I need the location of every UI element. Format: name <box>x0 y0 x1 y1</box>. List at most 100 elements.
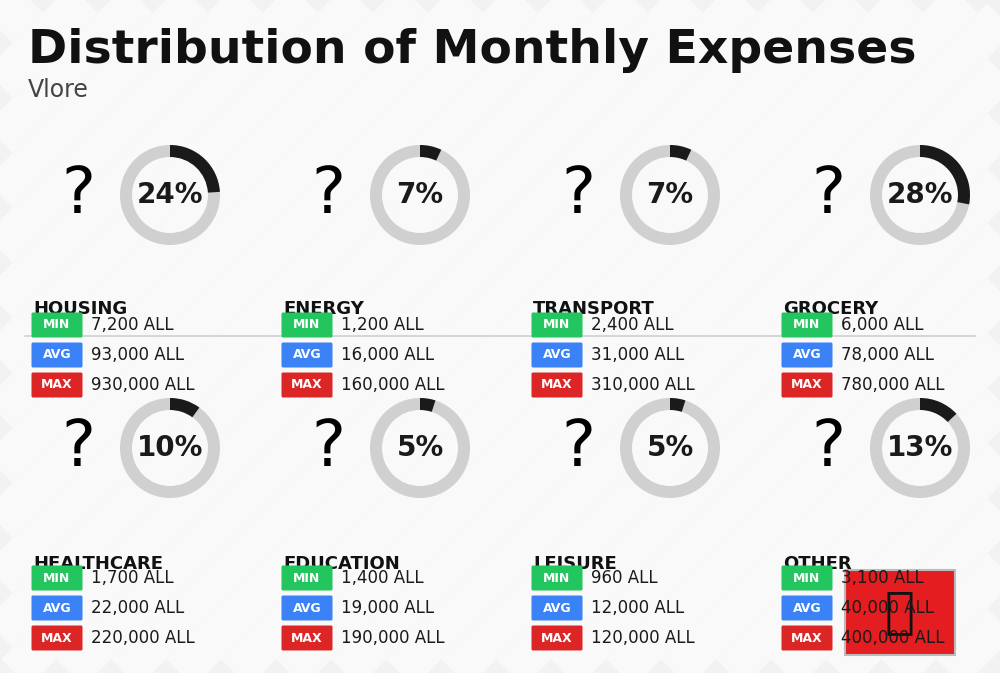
Text: 12,000 ALL: 12,000 ALL <box>591 599 684 617</box>
Text: 40,000 ALL: 40,000 ALL <box>841 599 934 617</box>
Text: MIN: MIN <box>293 571 321 584</box>
Text: 2,400 ALL: 2,400 ALL <box>591 316 674 334</box>
Text: 24%: 24% <box>137 181 203 209</box>
FancyBboxPatch shape <box>32 312 82 337</box>
FancyBboxPatch shape <box>532 596 582 621</box>
FancyBboxPatch shape <box>782 312 832 337</box>
Text: LEISURE: LEISURE <box>533 555 617 573</box>
Text: AVG: AVG <box>43 349 71 361</box>
Text: 5%: 5% <box>646 434 694 462</box>
Wedge shape <box>670 145 691 161</box>
Text: 120,000 ALL: 120,000 ALL <box>591 629 695 647</box>
Wedge shape <box>670 398 685 412</box>
Text: AVG: AVG <box>293 349 321 361</box>
Text: ?: ? <box>61 417 95 479</box>
Wedge shape <box>120 398 220 498</box>
Text: ?: ? <box>61 164 95 226</box>
Text: 930,000 ALL: 930,000 ALL <box>91 376 195 394</box>
Text: 28%: 28% <box>887 181 953 209</box>
Wedge shape <box>420 398 435 412</box>
Text: HEALTHCARE: HEALTHCARE <box>33 555 163 573</box>
Text: MAX: MAX <box>291 631 323 645</box>
Text: 13%: 13% <box>887 434 953 462</box>
Text: MIN: MIN <box>793 571 821 584</box>
Text: Vlore: Vlore <box>28 78 89 102</box>
Text: MIN: MIN <box>293 318 321 332</box>
Text: TRANSPORT: TRANSPORT <box>533 300 655 318</box>
FancyBboxPatch shape <box>282 596 332 621</box>
Text: AVG: AVG <box>793 349 821 361</box>
Text: ?: ? <box>311 417 345 479</box>
FancyBboxPatch shape <box>532 372 582 398</box>
Text: 220,000 ALL: 220,000 ALL <box>91 629 195 647</box>
FancyBboxPatch shape <box>782 565 832 590</box>
FancyBboxPatch shape <box>532 343 582 367</box>
Text: MAX: MAX <box>791 631 823 645</box>
Text: MAX: MAX <box>541 378 573 392</box>
FancyBboxPatch shape <box>32 565 82 590</box>
Text: 7,200 ALL: 7,200 ALL <box>91 316 174 334</box>
Text: 🦅: 🦅 <box>885 588 915 637</box>
Text: AVG: AVG <box>293 602 321 614</box>
Wedge shape <box>370 145 470 245</box>
Text: ?: ? <box>561 164 595 226</box>
FancyBboxPatch shape <box>532 625 582 651</box>
Text: 10%: 10% <box>137 434 203 462</box>
FancyBboxPatch shape <box>32 625 82 651</box>
Text: MIN: MIN <box>43 571 71 584</box>
Text: 7%: 7% <box>646 181 694 209</box>
Text: 31,000 ALL: 31,000 ALL <box>591 346 684 364</box>
Wedge shape <box>620 398 720 498</box>
Text: 960 ALL: 960 ALL <box>591 569 658 587</box>
Text: AVG: AVG <box>793 602 821 614</box>
FancyBboxPatch shape <box>32 596 82 621</box>
Wedge shape <box>920 398 956 422</box>
Text: 1,200 ALL: 1,200 ALL <box>341 316 424 334</box>
Text: HOUSING: HOUSING <box>33 300 127 318</box>
Text: 160,000 ALL: 160,000 ALL <box>341 376 445 394</box>
Wedge shape <box>170 398 199 417</box>
Text: 19,000 ALL: 19,000 ALL <box>341 599 434 617</box>
Text: 78,000 ALL: 78,000 ALL <box>841 346 934 364</box>
Text: AVG: AVG <box>543 602 571 614</box>
FancyBboxPatch shape <box>532 312 582 337</box>
FancyBboxPatch shape <box>32 372 82 398</box>
Text: ENERGY: ENERGY <box>283 300 364 318</box>
FancyBboxPatch shape <box>282 565 332 590</box>
Text: ?: ? <box>561 417 595 479</box>
Text: 1,400 ALL: 1,400 ALL <box>341 569 424 587</box>
Text: 400,000 ALL: 400,000 ALL <box>841 629 944 647</box>
Text: 16,000 ALL: 16,000 ALL <box>341 346 434 364</box>
Text: MAX: MAX <box>791 378 823 392</box>
Text: MAX: MAX <box>291 378 323 392</box>
Text: MAX: MAX <box>41 631 73 645</box>
Text: 22,000 ALL: 22,000 ALL <box>91 599 184 617</box>
Wedge shape <box>120 145 220 245</box>
Text: GROCERY: GROCERY <box>783 300 878 318</box>
Text: 780,000 ALL: 780,000 ALL <box>841 376 944 394</box>
FancyBboxPatch shape <box>32 343 82 367</box>
Text: 93,000 ALL: 93,000 ALL <box>91 346 184 364</box>
Wedge shape <box>170 145 220 192</box>
Wedge shape <box>620 145 720 245</box>
Wedge shape <box>420 145 441 161</box>
Text: AVG: AVG <box>543 349 571 361</box>
Text: MIN: MIN <box>793 318 821 332</box>
Text: 5%: 5% <box>396 434 444 462</box>
Wedge shape <box>870 398 970 498</box>
Text: OTHER: OTHER <box>783 555 852 573</box>
FancyBboxPatch shape <box>845 570 955 655</box>
Text: 1,700 ALL: 1,700 ALL <box>91 569 174 587</box>
Text: 3,100 ALL: 3,100 ALL <box>841 569 924 587</box>
Text: EDUCATION: EDUCATION <box>283 555 400 573</box>
Text: Distribution of Monthly Expenses: Distribution of Monthly Expenses <box>28 28 916 73</box>
Wedge shape <box>920 145 970 205</box>
Text: ?: ? <box>811 417 845 479</box>
FancyBboxPatch shape <box>782 625 832 651</box>
Wedge shape <box>370 398 470 498</box>
FancyBboxPatch shape <box>282 372 332 398</box>
FancyBboxPatch shape <box>282 312 332 337</box>
Text: 7%: 7% <box>396 181 444 209</box>
FancyBboxPatch shape <box>282 343 332 367</box>
Text: MIN: MIN <box>43 318 71 332</box>
